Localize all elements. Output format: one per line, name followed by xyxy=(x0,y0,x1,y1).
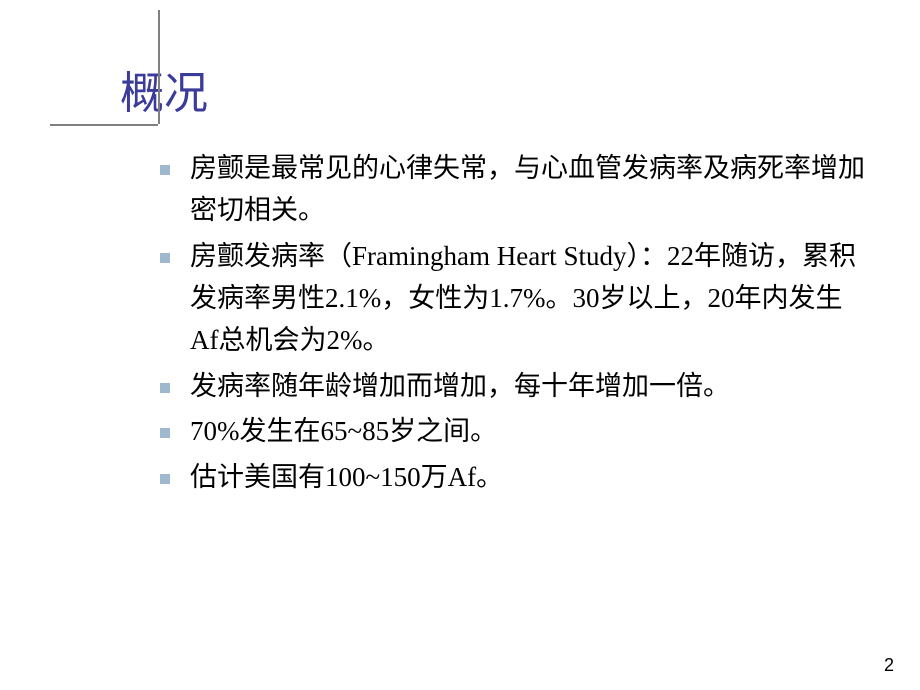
slide-content: 房颤是最常见的心律失常，与心血管发病率及病死率增加密切相关。 房颤发病率（Fra… xyxy=(160,148,870,499)
title-rule-horizontal xyxy=(50,124,158,126)
bullet-item: 发病率随年龄增加而增加，每十年增加一倍。 xyxy=(160,366,870,408)
slide-title: 概况 xyxy=(120,70,870,118)
bullet-item: 70%发生在65~85岁之间。 xyxy=(160,411,870,453)
bullet-item: 估计美国有100~150万Af。 xyxy=(160,457,870,499)
bullet-list: 房颤是最常见的心律失常，与心血管发病率及病死率增加密切相关。 房颤发病率（Fra… xyxy=(160,148,870,499)
page-number: 2 xyxy=(884,655,894,676)
title-rule-vertical xyxy=(158,10,160,124)
bullet-item: 房颤是最常见的心律失常，与心血管发病率及病死率增加密切相关。 xyxy=(160,148,870,232)
title-block: 概况 xyxy=(120,70,870,118)
bullet-item: 房颤发病率（Framingham Heart Study）：22年随访，累积发病… xyxy=(160,236,870,362)
slide: 概况 房颤是最常见的心律失常，与心血管发病率及病死率增加密切相关。 房颤发病率（… xyxy=(0,0,920,690)
